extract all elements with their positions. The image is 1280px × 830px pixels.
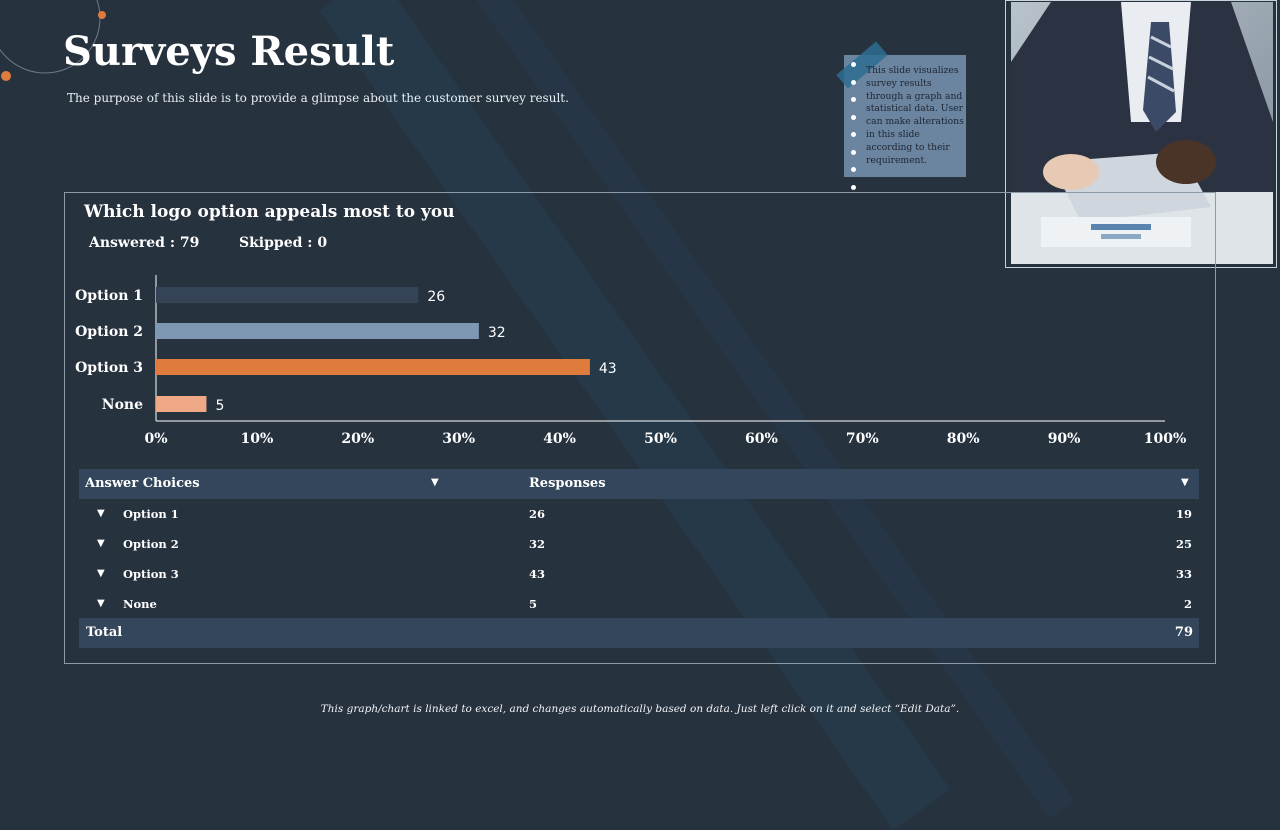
photo-frame [1005,0,1277,268]
row-count: 19 [1175,507,1192,521]
dropdown-caret-icon[interactable]: ▼ [431,477,439,488]
category-label: Option 2 [75,324,143,340]
survey-panel [64,192,1216,664]
data-label: 32 [488,325,506,341]
x-tick-label: 20% [341,431,374,447]
row-count: 33 [1175,567,1192,581]
category-label: Option 3 [75,360,143,376]
data-label: 43 [599,361,617,377]
table-header [79,469,1199,499]
bar [156,287,419,303]
bar [156,323,479,339]
footer-note: This graph/chart is linked to excel, and… [320,703,960,715]
answered-count: Answered : 79 [89,235,200,251]
row-responses: 26 [529,507,546,521]
expand-caret-icon[interactable]: ▼ [97,568,105,579]
row-count: 25 [1175,537,1192,551]
decorative-circle [0,0,106,81]
row-choice: Option 2 [123,537,179,551]
header-responses: Responses [529,476,606,491]
data-label: 26 [427,289,445,305]
row-responses: 32 [529,537,546,551]
x-tick-label: 70% [846,431,879,447]
expand-caret-icon[interactable]: ▼ [97,538,105,549]
x-tick-label: 80% [947,431,980,447]
expand-caret-icon[interactable]: ▼ [97,598,105,609]
expand-caret-icon[interactable]: ▼ [97,508,105,519]
bar [156,396,207,412]
row-choice: Option 1 [123,507,179,521]
x-tick-label: 0% [144,431,167,447]
x-tick-label: 30% [442,431,475,447]
bar [156,359,590,375]
note-bullets [851,62,857,202]
note-text: This slide visualizes survey results thr… [866,65,964,166]
total-label: Total [86,625,123,640]
x-tick-label: 90% [1048,431,1081,447]
business-photo [1011,2,1273,264]
row-responses: 5 [529,597,538,611]
x-tick-label: 40% [543,431,576,447]
sticky-note [844,55,966,177]
category-label: None [102,397,143,413]
row-choice: None [123,597,157,611]
table-total-row [79,618,1199,648]
row-count: 2 [1183,597,1192,611]
row-choice: Option 3 [123,567,179,581]
dropdown-caret-icon[interactable]: ▼ [1181,477,1189,488]
page-title: Surveys Result [63,28,395,75]
question-title: Which logo option appeals most to you [84,202,455,222]
row-responses: 43 [529,567,546,581]
x-tick-label: 50% [644,431,677,447]
x-tick-label: 10% [241,431,274,447]
page-subtitle: The purpose of this slide is to provide … [67,91,569,105]
skipped-count: Skipped : 0 [239,235,328,251]
total-value: 79 [1174,625,1193,640]
header-answer-choices: Answer Choices [85,476,200,491]
data-label: 5 [215,398,224,414]
category-label: Option 1 [75,288,143,304]
x-tick-label: 100% [1144,431,1187,447]
x-tick-label: 60% [745,431,778,447]
